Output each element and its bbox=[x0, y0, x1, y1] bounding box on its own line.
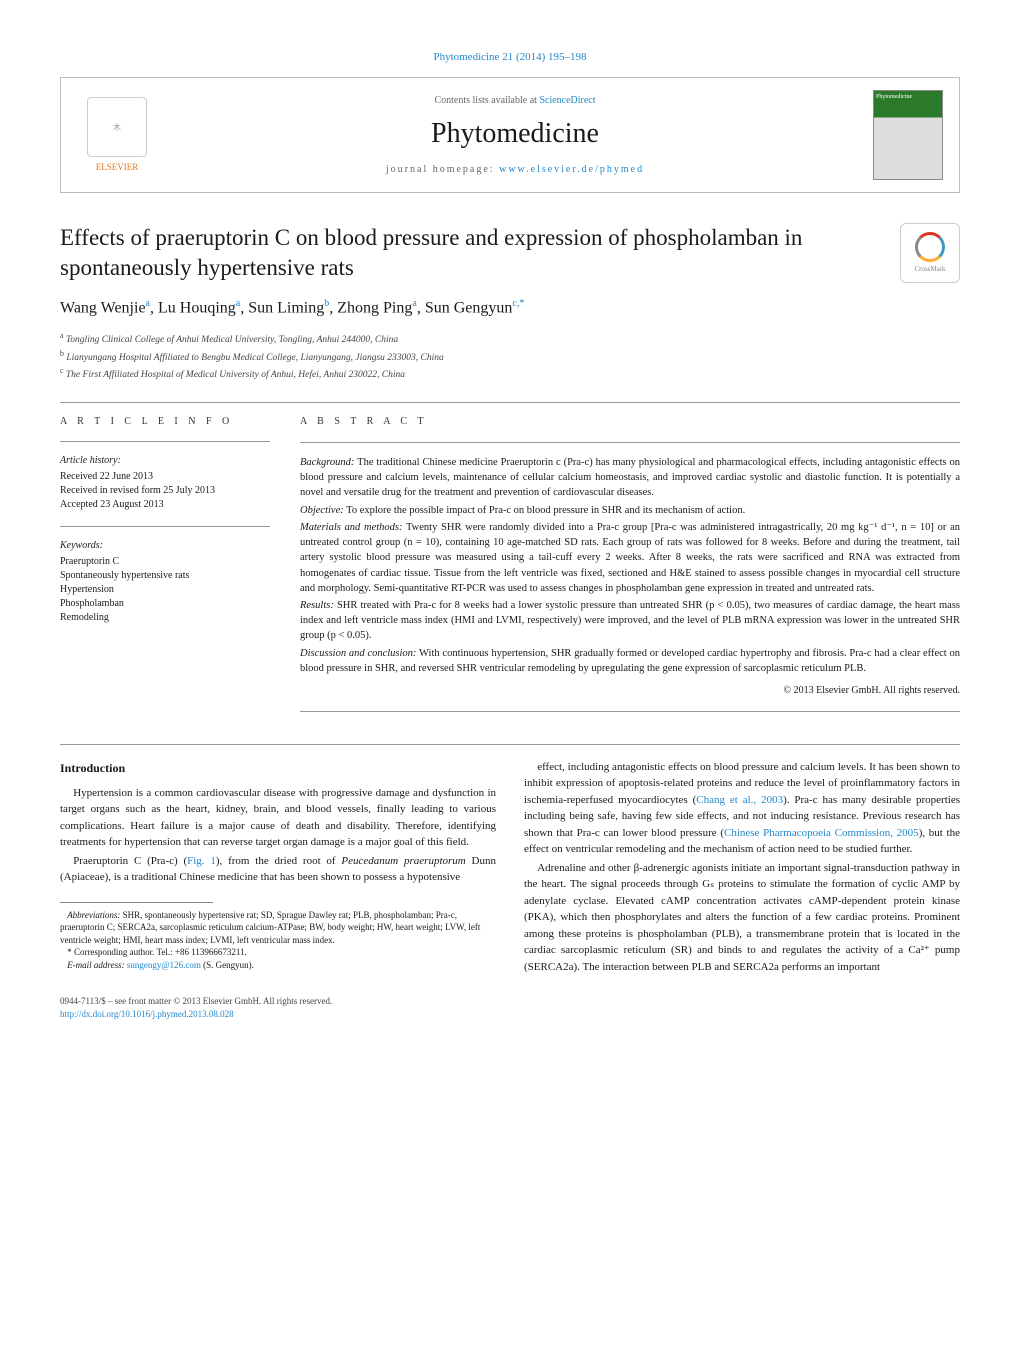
footnotes-block: Abbreviations: SHR, spontaneously hypert… bbox=[60, 909, 496, 972]
keyword-line: Praeruptorin C bbox=[60, 555, 270, 569]
publisher-name: ELSEVIER bbox=[96, 161, 139, 174]
email-footnote: E-mail address: sungengy@126.com (S. Gen… bbox=[60, 959, 496, 972]
contents-available-line: Contents lists available at ScienceDirec… bbox=[157, 94, 873, 108]
keywords-block: Keywords: Praeruptorin CSpontaneously hy… bbox=[60, 539, 270, 625]
homepage-prefix: journal homepage: bbox=[386, 164, 499, 175]
footer-meta: 0944-7113/$ – see front matter © 2013 El… bbox=[60, 995, 960, 1020]
introduction-heading: Introduction bbox=[60, 759, 496, 777]
sciencedirect-link[interactable]: ScienceDirect bbox=[539, 95, 595, 106]
affiliation-line: c The First Affiliated Hospital of Medic… bbox=[60, 365, 960, 382]
abstract-panel: A B S T R A C T Background: The traditio… bbox=[300, 415, 960, 723]
abstract-separator bbox=[300, 442, 960, 443]
elsevier-tree-icon: ⽊ bbox=[87, 97, 147, 157]
separator-top bbox=[60, 402, 960, 403]
keyword-line: Phospholamban bbox=[60, 597, 270, 611]
header-citation: Phytomedicine 21 (2014) 195–198 bbox=[60, 50, 960, 65]
article-history-block: Article history: Received 22 June 2013Re… bbox=[60, 454, 270, 512]
abstract-paragraph: Results: SHR treated with Pra-c for 8 we… bbox=[300, 598, 960, 644]
body-columns: Introduction Hypertension is a common ca… bbox=[60, 759, 960, 978]
crossmark-label: CrossMark bbox=[914, 265, 945, 275]
info-separator-1 bbox=[60, 441, 270, 442]
homepage-line: journal homepage: www.elsevier.de/phymed bbox=[157, 163, 873, 177]
abstract-paragraph: Materials and methods: Twenty SHR were r… bbox=[300, 520, 960, 596]
abbrev-text: SHR, spontaneously hypertensive rat; SD,… bbox=[60, 910, 480, 945]
keyword-line: Hypertension bbox=[60, 583, 270, 597]
crossmark-badge[interactable]: CrossMark bbox=[900, 223, 960, 283]
body-para-3: Adrenaline and other β-adrenergic agonis… bbox=[524, 860, 960, 976]
journal-header-box: ⽊ ELSEVIER Contents lists available at S… bbox=[60, 77, 960, 193]
figure-ref-link[interactable]: Fig. 1 bbox=[187, 855, 216, 867]
info-abstract-row: A R T I C L E I N F O Article history: R… bbox=[60, 415, 960, 723]
abstract-copyright: © 2013 Elsevier GmbH. All rights reserve… bbox=[300, 684, 960, 699]
abstract-heading: A B S T R A C T bbox=[300, 415, 960, 430]
authors-line: Wang Wenjiea, Lu Houqinga, Sun Limingb, … bbox=[60, 297, 960, 320]
keywords-label: Keywords: bbox=[60, 539, 270, 553]
affiliation-line: b Lianyungang Hospital Affiliated to Ben… bbox=[60, 348, 960, 365]
elsevier-logo: ⽊ ELSEVIER bbox=[77, 90, 157, 180]
article-title-text: Effects of praeruptorin C on blood press… bbox=[60, 225, 802, 280]
citation-link[interactable]: Chang et al., 2003 bbox=[696, 794, 783, 806]
journal-name: Phytomedicine bbox=[157, 114, 873, 153]
footnote-separator bbox=[60, 902, 213, 903]
body-para-0: Hypertension is a common cardiovascular … bbox=[60, 785, 496, 851]
abstract-paragraph: Discussion and conclusion: With continuo… bbox=[300, 646, 960, 676]
keyword-line: Remodeling bbox=[60, 611, 270, 625]
crossmark-icon bbox=[915, 232, 945, 262]
doi-link[interactable]: http://dx.doi.org/10.1016/j.phymed.2013.… bbox=[60, 1009, 234, 1019]
body-para-2: effect, including antagonistic effects o… bbox=[524, 759, 960, 858]
contents-prefix: Contents lists available at bbox=[434, 95, 539, 106]
email-label: E-mail address: bbox=[67, 960, 124, 970]
abstract-paragraph: Background: The traditional Chinese medi… bbox=[300, 455, 960, 501]
header-center: Contents lists available at ScienceDirec… bbox=[157, 94, 873, 177]
email-suffix: (S. Gengyun). bbox=[201, 960, 254, 970]
title-block: Effects of praeruptorin C on blood press… bbox=[60, 223, 960, 283]
corresponding-author-footnote: * Corresponding author. Tel.: +86 113966… bbox=[60, 946, 496, 959]
article-info-heading: A R T I C L E I N F O bbox=[60, 415, 270, 429]
affiliation-line: a Tongling Clinical College of Anhui Med… bbox=[60, 330, 960, 347]
homepage-link[interactable]: www.elsevier.de/phymed bbox=[499, 164, 644, 175]
abbreviations-footnote: Abbreviations: SHR, spontaneously hypert… bbox=[60, 909, 496, 947]
affiliations: a Tongling Clinical College of Anhui Med… bbox=[60, 330, 960, 382]
history-line: Received 22 June 2013 bbox=[60, 470, 270, 484]
corresponding-email-link[interactable]: sungengy@126.com bbox=[127, 960, 201, 970]
info-separator-2 bbox=[60, 526, 270, 527]
history-line: Accepted 23 August 2013 bbox=[60, 498, 270, 512]
keyword-line: Spontaneously hypertensive rats bbox=[60, 569, 270, 583]
history-label: Article history: bbox=[60, 454, 270, 468]
abstract-separator-bottom bbox=[300, 711, 960, 712]
separator-body bbox=[60, 744, 960, 745]
article-info-panel: A R T I C L E I N F O Article history: R… bbox=[60, 415, 270, 723]
citation-link[interactable]: Chinese Pharmacopoeia Commission, 2005 bbox=[724, 827, 919, 839]
body-para-1: Praeruptorin C (Pra-c) (Fig. 1), from th… bbox=[60, 853, 496, 886]
history-line: Received in revised form 25 July 2013 bbox=[60, 484, 270, 498]
abbrev-label: Abbreviations: bbox=[67, 910, 120, 920]
journal-cover-thumb: Phytomedicine bbox=[873, 90, 943, 180]
article-title: Effects of praeruptorin C on blood press… bbox=[60, 223, 880, 283]
issn-line: 0944-7113/$ – see front matter © 2013 El… bbox=[60, 995, 960, 1008]
abstract-paragraph: Objective: To explore the possible impac… bbox=[300, 503, 960, 518]
